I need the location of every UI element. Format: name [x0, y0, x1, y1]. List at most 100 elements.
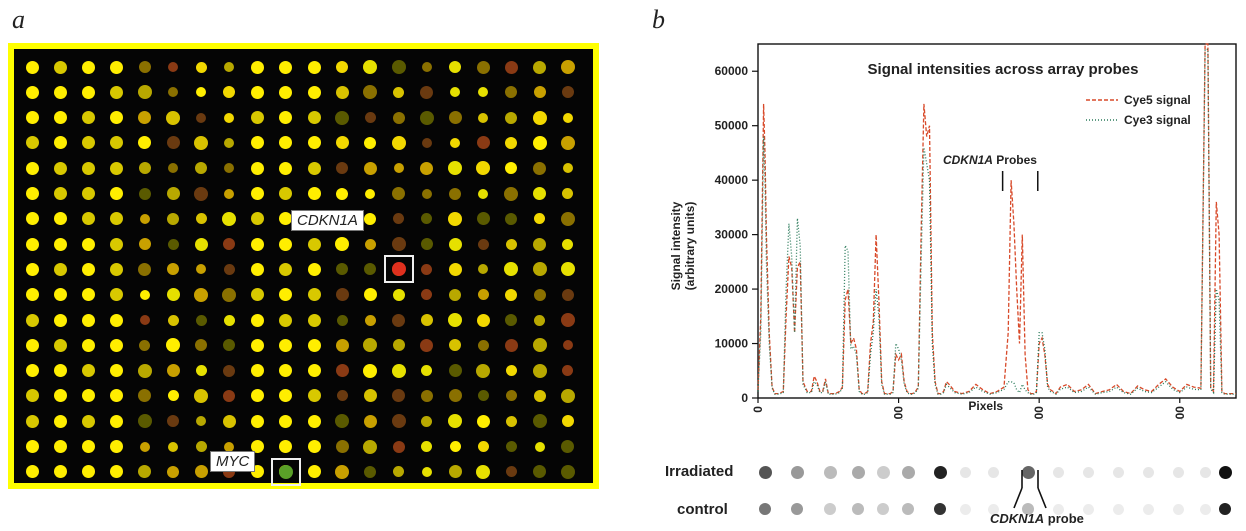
array-spot [478, 87, 489, 98]
array-spot [81, 288, 95, 302]
array-spot [448, 161, 462, 176]
array-spot [504, 262, 519, 277]
array-spot [393, 466, 405, 478]
array-spot [532, 414, 547, 429]
array-spot [363, 414, 377, 428]
array-spot [420, 338, 434, 352]
array-spot [251, 237, 265, 251]
signal-intensity-chart: 0 10000 20000 30000 40000 50000 60000 0 100 200 30… [669, 43, 1237, 420]
array-spot [25, 338, 39, 352]
array-spot [532, 110, 547, 125]
array-spot [505, 288, 518, 301]
irradiated-spot [1142, 466, 1154, 478]
array-spot [335, 136, 349, 150]
array-spot [166, 288, 180, 302]
array-spot [25, 111, 39, 125]
control-spot [1082, 503, 1094, 515]
array-spot [223, 364, 236, 377]
array-spot [307, 313, 321, 327]
x-tick-label: 100 [892, 406, 906, 420]
array-spot [279, 161, 293, 175]
array-spot [364, 465, 377, 478]
array-spot [421, 188, 432, 199]
array-spot [224, 188, 235, 199]
array-spot [534, 213, 546, 225]
array-spot [307, 262, 321, 276]
array-spot [194, 135, 209, 150]
array-spot [477, 339, 489, 351]
control-spot [1199, 503, 1211, 515]
array-spot [363, 389, 377, 403]
array-spot [505, 314, 518, 326]
array-spot [363, 363, 378, 378]
array-spot [421, 415, 433, 427]
array-spot [25, 364, 39, 378]
array-spot [560, 135, 575, 150]
array-spot [166, 187, 180, 200]
array-spot [279, 136, 293, 150]
array-spot [448, 211, 462, 226]
array-spot [53, 288, 67, 302]
array-spot [251, 60, 265, 74]
irradiated-spot [1218, 465, 1232, 479]
array-spot [448, 262, 462, 276]
array-spot [307, 389, 321, 403]
array-spot [251, 161, 265, 175]
array-spot [448, 389, 462, 403]
array-spot [421, 441, 433, 452]
array-spot [505, 162, 518, 175]
panel-a-letter: a [12, 5, 25, 34]
array-spot [476, 136, 490, 150]
control-spot [1142, 503, 1154, 515]
array-spot [110, 313, 124, 327]
array-spot [251, 136, 265, 150]
array-spot [194, 465, 208, 479]
array-spot [223, 86, 236, 99]
array-spot [478, 112, 489, 123]
array-spot [195, 61, 207, 73]
array-spot [25, 389, 39, 403]
array-spot [168, 441, 178, 452]
array-spot [251, 288, 265, 302]
control-spot [1172, 503, 1184, 515]
irradiated-spot [1052, 466, 1064, 478]
array-spot [364, 238, 376, 250]
array-spot [533, 86, 546, 99]
array-spot [336, 187, 349, 200]
array-spot [137, 363, 152, 378]
cdkn1a-label: CDKN1A [291, 210, 364, 231]
array-spot [53, 364, 67, 378]
array-spot [166, 136, 180, 150]
array-spot [391, 414, 406, 429]
array-spot [505, 212, 518, 225]
array-spot [364, 263, 377, 276]
array-spot [110, 414, 124, 428]
array-spot [53, 85, 67, 99]
array-spot [307, 338, 321, 352]
control-spot [852, 503, 864, 515]
array-spot [110, 338, 124, 352]
array-spot [251, 85, 265, 99]
array-spot [194, 186, 209, 201]
array-spot [505, 86, 518, 99]
array-spot [251, 111, 265, 125]
array-spot [251, 414, 265, 428]
array-spot [562, 163, 573, 174]
cdkn1a-spot [391, 262, 406, 277]
array-spot [168, 87, 178, 98]
array-spot [448, 111, 462, 125]
array-spot [335, 414, 350, 429]
array-spot [53, 60, 67, 74]
array-spot [224, 62, 235, 72]
cdkn1a-probes-annotation: CDKN1A Probes [943, 153, 1037, 167]
array-spot [307, 288, 321, 302]
array-spot [392, 111, 405, 124]
array-spot [194, 237, 208, 251]
array-spot [533, 465, 547, 479]
control-spot [759, 503, 771, 515]
irradiated-spot [933, 465, 947, 479]
array-spot [476, 414, 490, 428]
array-spot [110, 187, 124, 200]
array-spot [421, 213, 433, 225]
array-spot [81, 262, 95, 276]
